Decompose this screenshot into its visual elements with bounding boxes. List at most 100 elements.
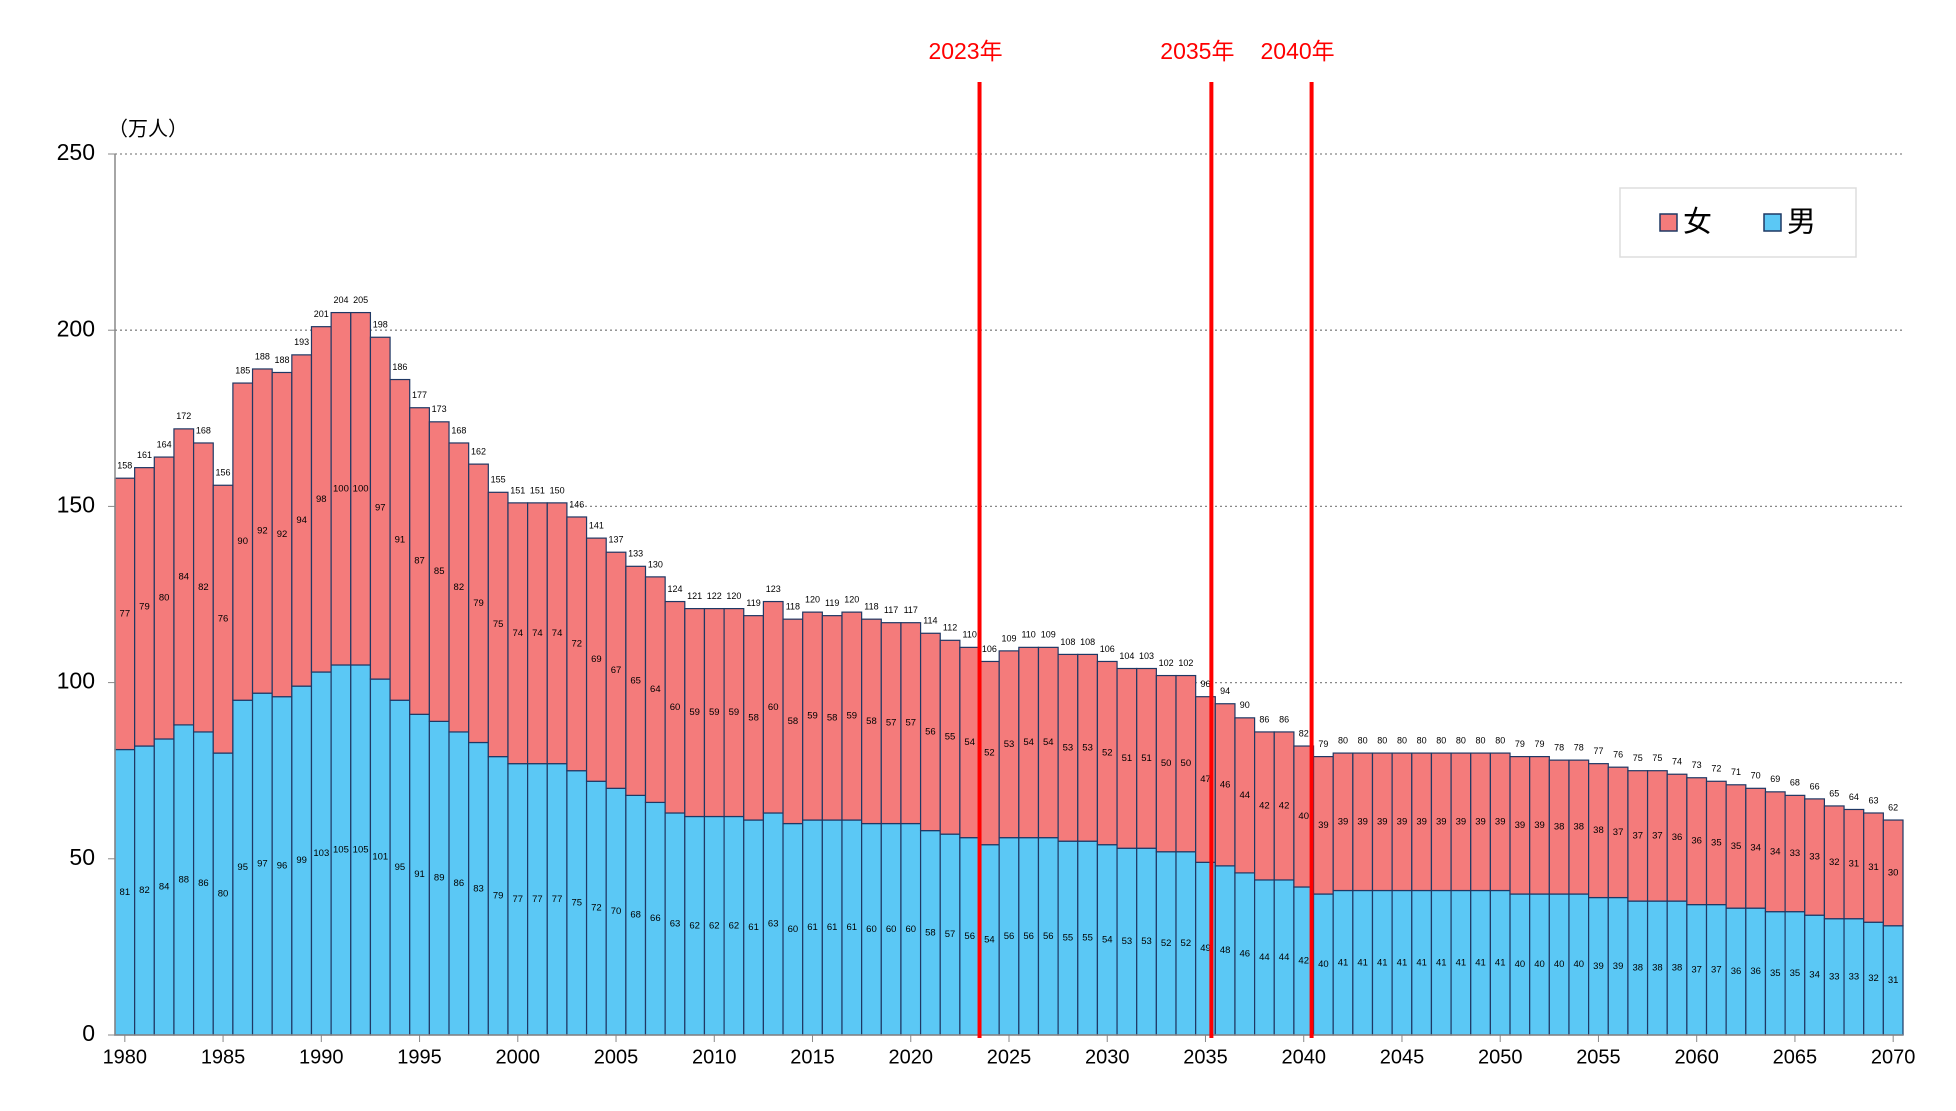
data-label: 53 xyxy=(1141,936,1152,947)
total-label: 79 xyxy=(1318,739,1328,749)
total-label: 94 xyxy=(1220,686,1230,696)
total-label: 122 xyxy=(707,591,722,601)
data-label: 97 xyxy=(375,503,386,514)
total-label: 72 xyxy=(1711,764,1721,774)
data-label: 40 xyxy=(1534,959,1545,970)
total-label: 201 xyxy=(314,309,329,319)
total-label: 80 xyxy=(1358,735,1368,745)
data-label: 74 xyxy=(552,628,563,639)
x-tick-label: 2065 xyxy=(1773,1046,1818,1068)
total-label: 158 xyxy=(117,461,132,471)
data-label: 60 xyxy=(886,924,897,935)
total-label: 119 xyxy=(746,598,760,608)
data-label: 83 xyxy=(473,883,484,894)
data-label: 60 xyxy=(788,924,799,935)
data-label: 79 xyxy=(473,598,484,609)
data-label: 56 xyxy=(1023,931,1034,942)
data-label: 46 xyxy=(1239,948,1250,959)
total-label: 108 xyxy=(1060,637,1075,647)
total-label: 62 xyxy=(1888,802,1898,812)
data-label: 80 xyxy=(218,889,229,900)
data-label: 92 xyxy=(277,529,288,540)
data-label: 44 xyxy=(1279,952,1290,963)
x-tick-label: 1980 xyxy=(103,1046,148,1068)
x-tick-label: 2005 xyxy=(594,1046,639,1068)
data-label: 62 xyxy=(689,920,700,931)
total-label: 66 xyxy=(1810,781,1820,791)
total-label: 77 xyxy=(1593,746,1603,756)
x-tick-label: 2060 xyxy=(1674,1046,1719,1068)
data-label: 59 xyxy=(689,707,700,718)
total-label: 80 xyxy=(1436,735,1446,745)
x-tick-label: 2020 xyxy=(889,1046,934,1068)
data-label: 88 xyxy=(178,874,189,885)
data-label: 57 xyxy=(945,929,956,940)
data-label: 58 xyxy=(925,927,936,938)
data-label: 85 xyxy=(434,566,445,577)
data-label: 53 xyxy=(1082,742,1093,753)
total-label: 164 xyxy=(157,439,172,449)
annotation-label: 2035年 xyxy=(1160,38,1234,64)
total-label: 78 xyxy=(1554,743,1564,753)
data-label: 75 xyxy=(493,619,504,630)
data-label: 54 xyxy=(1102,934,1113,945)
x-tick-label: 2025 xyxy=(987,1046,1032,1068)
data-label: 30 xyxy=(1888,867,1899,878)
data-label: 74 xyxy=(532,628,543,639)
data-label: 38 xyxy=(1574,822,1585,833)
data-label: 97 xyxy=(257,859,268,870)
total-label: 90 xyxy=(1240,700,1250,710)
data-label: 79 xyxy=(493,890,504,901)
data-label: 86 xyxy=(454,878,465,889)
data-label: 54 xyxy=(1043,737,1054,748)
data-label: 61 xyxy=(807,922,818,933)
data-label: 32 xyxy=(1868,973,1879,984)
data-label: 41 xyxy=(1436,957,1447,968)
total-label: 117 xyxy=(904,605,918,615)
data-label: 58 xyxy=(748,712,759,723)
data-label: 52 xyxy=(984,748,995,759)
data-label: 41 xyxy=(1495,957,1506,968)
data-label: 39 xyxy=(1436,816,1447,827)
data-label: 49 xyxy=(1200,943,1211,954)
data-label: 77 xyxy=(532,894,543,905)
data-label: 47 xyxy=(1200,774,1211,785)
data-label: 91 xyxy=(395,534,406,545)
total-label: 74 xyxy=(1672,757,1682,767)
y-tick-label: 250 xyxy=(57,139,95,165)
data-label: 41 xyxy=(1397,957,1408,968)
total-label: 168 xyxy=(196,425,211,435)
data-label: 56 xyxy=(925,726,936,737)
data-label: 89 xyxy=(434,873,445,884)
data-label: 37 xyxy=(1632,830,1643,841)
total-label: 68 xyxy=(1790,778,1800,788)
total-label: 80 xyxy=(1417,735,1427,745)
data-label: 95 xyxy=(395,862,406,873)
total-label: 109 xyxy=(1001,633,1016,643)
data-label: 82 xyxy=(454,582,465,593)
annotation-label: 2023年 xyxy=(928,38,1002,64)
total-label: 109 xyxy=(1041,630,1056,640)
total-label: 117 xyxy=(884,605,898,615)
data-label: 55 xyxy=(1063,933,1074,944)
x-tick-label: 2040 xyxy=(1281,1046,1326,1068)
data-label: 52 xyxy=(1102,748,1113,759)
data-label: 84 xyxy=(178,571,189,582)
data-label: 34 xyxy=(1750,843,1761,854)
total-label: 118 xyxy=(864,602,878,612)
data-label: 41 xyxy=(1416,957,1427,968)
total-label: 161 xyxy=(137,450,152,460)
total-label: 205 xyxy=(353,295,368,305)
data-label: 36 xyxy=(1750,966,1761,977)
data-label: 99 xyxy=(296,855,307,866)
data-label: 37 xyxy=(1711,964,1722,975)
data-label: 64 xyxy=(650,684,661,695)
data-label: 60 xyxy=(866,924,877,935)
data-label: 41 xyxy=(1456,957,1467,968)
total-label: 188 xyxy=(255,351,270,361)
total-label: 133 xyxy=(628,549,643,559)
data-label: 55 xyxy=(945,732,956,743)
y-axis-label: （万人） xyxy=(108,117,188,140)
data-label: 58 xyxy=(866,716,877,727)
data-label: 59 xyxy=(729,707,740,718)
